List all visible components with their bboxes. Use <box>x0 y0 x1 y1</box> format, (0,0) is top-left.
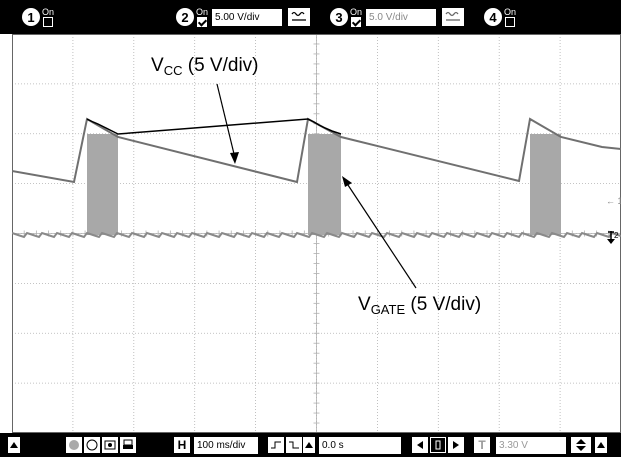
channel-2-on-label: On <box>196 6 209 17</box>
vgate-arrowhead <box>342 176 352 187</box>
channel-4-control[interactable]: 4 On <box>484 6 516 28</box>
channel-1-control[interactable]: 1 On <box>22 6 54 28</box>
trigger-level-spinner-icon[interactable] <box>571 437 591 453</box>
oscilloscope-display: VCC (5 V/div) VGATE (5 V/div) ← 1 2 <box>12 34 621 433</box>
channel-3-number: 3 <box>330 8 348 26</box>
gate-pulse-burst <box>87 134 118 235</box>
acquisition-buttons <box>66 436 138 454</box>
channel-2-number: 2 <box>176 8 194 26</box>
channel-3-coupling-ac-dc-icon[interactable] <box>442 8 465 26</box>
vcc-arrow-line <box>216 83 236 159</box>
vgate-arrow-line <box>345 181 417 289</box>
channel-3-volts-div-field[interactable]: 5.0 V/div <box>366 8 437 26</box>
delay-field[interactable]: 0.0 s <box>319 436 401 454</box>
single-icon[interactable] <box>102 437 118 453</box>
channel-4-on-checkbox[interactable] <box>505 16 515 27</box>
channel-2-coupling-ac-dc-icon[interactable] <box>288 8 311 26</box>
horizontal-label: H <box>174 437 190 453</box>
gate-pulse-fills <box>87 134 561 235</box>
left-frame <box>0 34 12 433</box>
gate-pulse-burst <box>530 134 561 235</box>
vcc-peak-noise <box>86 118 342 135</box>
channel-2-volts-div-field[interactable]: 5.00 V/div <box>212 8 283 26</box>
run-icon[interactable] <box>66 437 82 453</box>
trigger-level-marker: ← 1 <box>606 196 621 206</box>
time-per-div-field[interactable]: 100 ms/div <box>194 436 258 454</box>
channel-4-number: 4 <box>484 8 502 26</box>
channel-toolbar: 1 On 2 On 5.00 V/div 3 On 5.0 V/div 4 On <box>0 0 621 34</box>
vcc-arrowhead <box>230 152 239 164</box>
vgate-trace <box>12 231 621 239</box>
channel-4-on-label: On <box>504 6 517 17</box>
svg-text:2: 2 <box>614 231 619 240</box>
stop-icon[interactable] <box>84 437 100 453</box>
channel-1-on-checkbox[interactable] <box>43 16 53 27</box>
delay-left-icon[interactable] <box>412 437 428 453</box>
channel-2-ground-marker-icon[interactable]: 2 <box>607 231 619 244</box>
gate-pulse-burst <box>308 134 341 235</box>
trigger-level-field[interactable]: 3.30 V <box>496 436 566 454</box>
timebase-toolbar: H 100 ms/div 0.0 s T 3.30 V <box>0 433 621 457</box>
vcc-annotation: VCC (5 V/div) <box>151 55 259 78</box>
delay-zero-button[interactable] <box>430 437 446 453</box>
channel-2-control[interactable]: 2 On 5.00 V/div <box>176 6 311 28</box>
trigger-label: T <box>474 437 490 453</box>
channel-3-control[interactable]: 3 On 5.0 V/div <box>330 6 465 28</box>
rising-edge-icon[interactable] <box>268 437 284 453</box>
channel-2-on-checkbox[interactable] <box>197 16 207 27</box>
vgate-annotation: VGATE (5 V/div) <box>358 294 481 317</box>
channel-3-on-checkbox[interactable] <box>351 16 361 27</box>
falling-edge-icon[interactable] <box>286 437 302 453</box>
delay-up-icon[interactable] <box>303 437 315 453</box>
delay-controls <box>412 436 466 454</box>
delay-right-icon[interactable] <box>448 437 464 453</box>
trigger-up-icon[interactable] <box>595 437 607 453</box>
print-icon[interactable] <box>120 437 136 453</box>
channel-1-number: 1 <box>22 8 40 26</box>
channel-1-on-label: On <box>42 6 55 17</box>
scroll-up-icon[interactable] <box>8 437 20 453</box>
graticule-grid <box>12 34 621 433</box>
channel-3-on-label: On <box>350 6 363 17</box>
